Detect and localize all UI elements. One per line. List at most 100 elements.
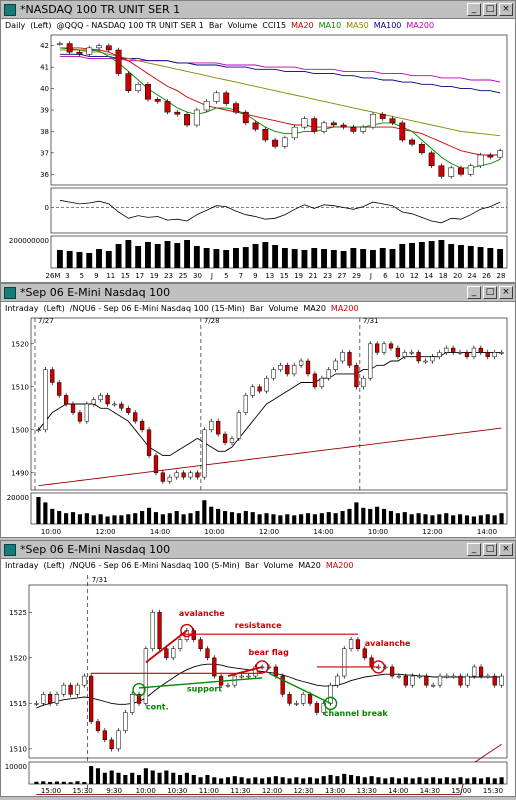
date-label: 6 — [383, 272, 388, 280]
window-titlebar[interactable]: *Sep 06 E-Mini Nasdaq 100 _ □ × — [1, 284, 515, 302]
price-bar — [203, 101, 210, 111]
date-marker: 7/31 — [92, 576, 108, 584]
price-bar — [389, 666, 395, 677]
price-bar — [444, 675, 449, 678]
volume-bar — [130, 772, 135, 784]
price-bar — [278, 365, 283, 370]
cci-panel — [50, 187, 508, 234]
volume-bar — [273, 776, 278, 784]
price-tick-label: 41 — [40, 64, 49, 72]
annotation-resistance: resistance — [235, 621, 282, 630]
time-label: 15:30 — [483, 787, 503, 795]
date-label: 25 — [179, 272, 188, 280]
minimize-button[interactable]: _ — [467, 3, 481, 16]
annotation-cont: cont. — [146, 703, 169, 712]
volume-bar — [64, 513, 69, 524]
price-bar — [105, 45, 112, 51]
volume-bar — [143, 768, 148, 784]
volume-bar — [195, 511, 200, 524]
price-bar — [130, 694, 135, 713]
volume-bar — [464, 515, 470, 524]
date-label: 9 — [253, 272, 257, 280]
legend-item: MA200 — [325, 561, 354, 570]
price-panel — [30, 317, 508, 491]
volume-bar — [41, 781, 46, 784]
volume-bar — [178, 775, 183, 784]
volume-bar — [437, 778, 443, 784]
price-bar — [457, 352, 463, 354]
price-bar — [150, 612, 155, 649]
date-label: 29 — [352, 272, 361, 280]
price-bar — [487, 154, 494, 158]
daily-chart[interactable]: 42 41 40 39 38 37 36 0 200000000 26M 3 5 9 11 15 17 19 23… — [1, 33, 515, 282]
volume-bar — [115, 244, 122, 268]
legend-item: Bar — [244, 561, 259, 570]
volume-bar — [355, 776, 360, 784]
price-bar — [105, 395, 110, 405]
close-button[interactable]: × — [499, 3, 513, 16]
window-titlebar[interactable]: *NASDAQ 100 TR UNIT SER 1 _ □ × — [1, 1, 515, 19]
price-bar — [437, 352, 442, 357]
volume-bar — [250, 512, 255, 524]
price-bar — [428, 152, 435, 166]
price-bar — [340, 124, 347, 128]
price-bar — [205, 648, 210, 659]
maximize-button[interactable]: □ — [483, 286, 497, 299]
volume-bar — [472, 777, 477, 784]
price-bar — [458, 675, 463, 686]
price-bar — [212, 657, 217, 677]
price-bar — [311, 118, 318, 132]
maximize-button[interactable]: □ — [483, 3, 497, 16]
legend-item: Intraday — [5, 561, 39, 570]
volume-bar — [326, 512, 331, 524]
volume-bar — [278, 515, 283, 524]
time-label: 15:30 — [72, 787, 92, 795]
volume-bar — [465, 778, 470, 784]
price-panel — [28, 584, 508, 759]
price-bar — [395, 347, 401, 357]
volume-bar — [213, 249, 220, 268]
maximize-button[interactable]: □ — [483, 543, 497, 556]
volume-bar — [467, 246, 474, 268]
time-label: 13:30 — [357, 787, 377, 795]
price-bar — [246, 675, 251, 678]
price-bar — [66, 43, 73, 53]
close-button[interactable]: × — [499, 543, 513, 556]
price-bar — [262, 129, 269, 141]
price-bar — [280, 675, 285, 695]
minimize-button[interactable]: _ — [467, 286, 481, 299]
window-titlebar[interactable]: *Sep 06 E-Mini Nasdaq 100 _ □ × — [1, 541, 515, 559]
volume-bar — [191, 775, 196, 784]
volume-bar — [403, 777, 408, 784]
price-bar — [143, 648, 149, 704]
intraday-5min-chart[interactable]: 1525 1520 1515 1510 7/31 avalanche resistance b… — [1, 573, 515, 796]
price-bar — [291, 126, 298, 139]
price-bar — [492, 352, 497, 357]
price-bar — [444, 347, 449, 353]
intraday-15min-chart[interactable]: 1520 1510 1500 1490 7/27 7/28 7/31 20000 10:00 12… — [1, 316, 515, 537]
price-bar — [307, 694, 313, 704]
volume-bar — [321, 249, 327, 268]
volume-bar — [174, 243, 181, 268]
close-button[interactable]: × — [499, 286, 513, 299]
volume-bar — [266, 777, 272, 784]
volume-bar — [499, 777, 504, 784]
volume-bar — [451, 778, 456, 784]
annotation-channel-break: channel break — [324, 709, 389, 718]
price-bar — [250, 386, 255, 396]
price-bar — [184, 630, 190, 640]
price-bar — [437, 675, 443, 686]
volume-bar — [246, 778, 251, 784]
price-bar — [116, 730, 121, 750]
price-bar — [209, 420, 214, 431]
price-bar — [418, 144, 425, 154]
volume-bar — [223, 511, 228, 524]
price-bar — [112, 403, 117, 406]
price-bar — [319, 377, 324, 388]
annotation-avalanche: avalanche — [179, 609, 225, 618]
volume-bar — [370, 250, 376, 268]
minimize-button[interactable]: _ — [467, 543, 481, 556]
legend-item: Daily — [5, 21, 26, 30]
price-bar — [102, 730, 107, 741]
volume-bar — [70, 512, 76, 524]
